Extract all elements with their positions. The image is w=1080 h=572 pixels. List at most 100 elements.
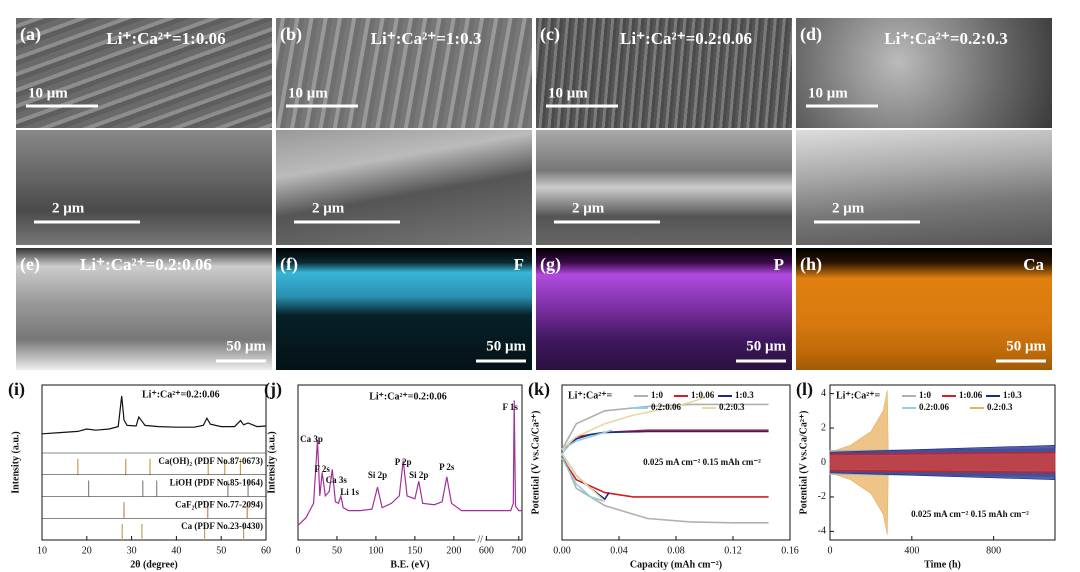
reference-label: Ca (PDF No.23-0430) [181, 521, 263, 531]
sem-image [796, 130, 1052, 245]
legend-label: 1:0 [919, 390, 931, 400]
x-tick-label: 0 [296, 545, 301, 556]
series-line [561, 403, 769, 524]
x-tick-label: 0.16 [781, 545, 799, 556]
legend-label: 1:0.3 [1003, 390, 1022, 400]
scale-label: 50 μm [486, 338, 526, 354]
peak-label: P 2p [395, 457, 412, 467]
panel-caption: Li⁺:Ca²⁺=1:0.3 [371, 29, 482, 48]
x-tick-label: 60 [261, 545, 271, 556]
panel-label: (k) [528, 379, 550, 400]
element-label: P [774, 255, 784, 274]
x-tick-label: 30 [127, 545, 137, 556]
peak-label: Si 2p [368, 470, 387, 480]
legend-title: Li⁺:Ca²⁺= [568, 390, 613, 401]
legend-label: 1:0.06 [691, 390, 715, 400]
scale-label: 10 μm [548, 85, 588, 101]
y-axis-label: Potential (V vs.Ca/Ca²⁺) [798, 411, 809, 515]
peak-label: F 1s [503, 402, 519, 412]
x-tick-label: 0.04 [610, 545, 628, 556]
sem-image [16, 248, 272, 370]
x-tick-label: 0.12 [724, 545, 742, 556]
voltage-band [829, 451, 1056, 474]
sem-image [276, 130, 532, 245]
panel-caption: Li⁺:Ca²⁺=0.2:0.3 [884, 29, 1007, 48]
legend-title: Li⁺:Ca²⁺= [836, 390, 881, 401]
scale-label: 50 μm [226, 338, 266, 354]
series-line [561, 429, 613, 503]
eds-map [276, 248, 532, 370]
element-label: F [514, 255, 524, 274]
x-tick-label: 0.08 [667, 545, 685, 556]
x-tick-label: 700 [511, 545, 526, 556]
scale-label: 2 μm [572, 200, 605, 216]
legend-label: 1:0.3 [735, 390, 754, 400]
panel-label: (f) [280, 254, 298, 275]
y-tick-label: 2 [821, 422, 826, 433]
x-tick-label: 50 [332, 545, 342, 556]
series-line [561, 397, 705, 502]
y-axis-label: Intensity (a.u.) [266, 431, 277, 494]
legend-label: 1:0 [651, 390, 663, 400]
x-axis-label: Capacity (mAh cm⁻²) [630, 559, 722, 570]
legend-label: 0.2:0.06 [651, 402, 681, 412]
sem-image [16, 130, 272, 245]
eds-map [536, 248, 792, 370]
x-tick-label: 800 [986, 545, 1001, 556]
axis-break-mark: // [477, 534, 483, 545]
y-tick-label: 4 [821, 388, 826, 399]
panel-label: (j) [264, 379, 282, 400]
panel-label: (h) [800, 254, 822, 275]
annotation: 0.025 mA cm⁻² 0.15 mAh cm⁻² [911, 509, 1029, 519]
reference-label: Ca(OH)₂ (PDF No.87-0673) [158, 456, 263, 466]
x-axis-label: 2θ (degree) [130, 559, 178, 570]
peak-label: Ca 3s [326, 475, 348, 485]
legend-label: 0.2:0.06 [919, 402, 949, 412]
scale-label: 10 μm [288, 85, 328, 101]
x-tick-label: 10 [37, 545, 47, 556]
panel-caption: Li⁺:Ca²⁺=1:0.06 [106, 29, 225, 48]
peak-label: F 2s [314, 464, 330, 474]
panel-label: (d) [800, 24, 822, 45]
scale-label: 2 μm [312, 200, 345, 216]
x-tick-label: 0.00 [553, 545, 571, 556]
plot-frame [41, 384, 267, 541]
y-tick-label: -2 [818, 491, 826, 502]
y-tick-label: -4 [818, 526, 826, 537]
plot-frame [297, 384, 523, 541]
peak-label: P 2s [439, 462, 455, 472]
y-tick-label: 0 [821, 457, 826, 468]
sem-image [796, 18, 1052, 128]
xrd-curve [41, 395, 267, 435]
sem-image [16, 18, 272, 128]
legend-label: 1:0.06 [959, 390, 983, 400]
chart-title: Li⁺:Ca²⁺=0.2:0.06 [369, 391, 447, 402]
x-tick-label: 20 [82, 545, 92, 556]
reference-label: LiOH (PDF No.85-1064) [170, 478, 263, 488]
xps-curve [297, 400, 522, 526]
scale-label: 2 μm [832, 200, 865, 216]
panel-label: (a) [20, 24, 41, 45]
y-axis-label: Potential (V vs.Ca/Ca²⁺) [530, 411, 541, 515]
x-tick-label: 400 [904, 545, 919, 556]
scale-label: 2 μm [52, 200, 85, 216]
sem-image [536, 18, 792, 128]
y-axis-label: Intensity (a.u.) [10, 431, 21, 494]
x-tick-label: 50 [216, 545, 226, 556]
eds-map [796, 248, 1052, 370]
sem-image [276, 18, 532, 128]
x-tick-label: 0 [828, 545, 833, 556]
x-tick-label: 40 [171, 545, 181, 556]
x-tick-label: 200 [446, 545, 461, 556]
chart-title: Li⁺:Ca²⁺=0.2:0.06 [142, 389, 220, 400]
panel-caption: Li⁺:Ca²⁺=0.2:0.06 [620, 29, 752, 48]
panel-label: (i) [8, 379, 25, 400]
peak-label: Li 1s [340, 487, 359, 497]
legend-label: 0.2:0.3 [987, 402, 1013, 412]
x-tick-label: 100 [368, 545, 383, 556]
scale-label: 50 μm [1006, 338, 1046, 354]
annotation: 0.025 mA cm⁻² 0.15 mAh cm⁻² [643, 457, 761, 467]
panel-label: (l) [796, 379, 813, 400]
scale-label: 10 μm [808, 85, 848, 101]
